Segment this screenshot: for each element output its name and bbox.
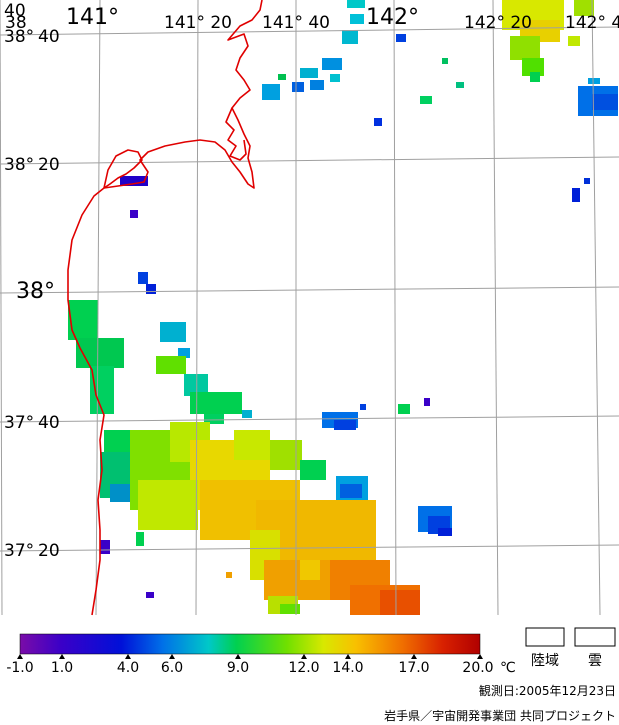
cloud-legend: 雲 [574,627,616,669]
lon-label-142-40: 142° 4 [565,13,619,33]
lat-label-37-40-min: 40 [38,413,60,433]
temperature-legend: -1.0 1.0 4.0 6.0 9.0 12.0 14.0 17.0 20.0… [6,627,616,676]
lat-line-38-00 [0,286,619,294]
sea-surface-temperature-layer [68,0,618,615]
lat-label-37-20-min: 20 [38,541,60,561]
graticule [0,0,619,616]
scale-tick-label: 1.0 [51,660,73,676]
bay-outline [103,149,143,189]
lat-label-37-40-deg: 37° [4,413,34,433]
scale-tick-marks [17,654,483,659]
lat-label-38-20-min: 20 [38,155,60,175]
lat-line-38-40 [0,26,619,36]
cloud-swatch [574,627,616,647]
lat-label-38-20-deg: 38° [4,155,34,175]
scale-tick-label: 17.0 [398,660,429,676]
lon-label-40: 40 [4,1,26,21]
lon-line-141-20 [195,0,199,616]
coastline [67,0,263,616]
lat-label-38-40-deg: 38° [4,27,34,47]
coastline-main [67,0,263,616]
lat-label-38-40-min: 40 [38,27,60,47]
scale-tick-label: -1.0 [6,660,33,676]
coastal-patches [68,300,430,430]
lon-line-142-00 [393,0,397,616]
lon-line-141-00 [95,0,101,616]
scale-tick-label: 12.0 [288,660,319,676]
scale-tick-labels: -1.0 1.0 4.0 6.0 9.0 12.0 14.0 17.0 20.0… [6,660,515,676]
north-patches [262,0,618,202]
lat-label-38-40-lead: 38 [5,13,27,33]
footer: 観測日:2005年12月23日 岩手県／宇宙開発事業団 共同プロジェクト [384,684,616,723]
lon-label-142-20: 142° 20 [464,13,532,33]
color-scale-bar [19,633,481,655]
warm-water-patches [100,422,452,615]
longitude-labels: 40 141° 141° 20 141° 40 142° 142° 20 142… [4,1,619,33]
credit-text: 岩手県／宇宙開発事業団 共同プロジェクト [384,708,616,723]
lat-line-37-20 [0,544,619,552]
land-label: 陸域 [531,653,559,669]
land-legend: 陸域 [525,627,565,669]
lon-line-142-20 [492,0,499,616]
scale-tick-label: 6.0 [161,660,183,676]
lon-label-141-20: 141° 20 [164,13,232,33]
lon-label-142: 142° [366,5,419,30]
scale-tick-label: 4.0 [117,660,139,676]
peninsula-outline [225,107,247,161]
scale-tick-label: 20.0 [462,660,493,676]
lon-line-142-40 [591,0,601,616]
observation-date: 観測日:2005年12月23日 [479,684,616,698]
latitude-labels: 38 38° 40 38° 20 38° 37° 40 37° 20 [4,13,60,561]
lat-line-38-20 [0,156,619,165]
scale-tick-label: 9.0 [227,660,249,676]
bay-patches [120,176,156,294]
land-swatch [525,627,565,647]
lon-label-141-40: 141° 40 [262,13,330,33]
lon-line-140-40 [0,0,3,616]
scale-tick-label: 14.0 [332,660,363,676]
lon-label-141: 141° [66,5,119,30]
lat-label-38-00-deg: 38° [16,279,55,304]
unit-label: ℃ [500,660,516,676]
cloud-label: 雲 [588,653,602,669]
lat-label-37-20-deg: 37° [4,541,34,561]
